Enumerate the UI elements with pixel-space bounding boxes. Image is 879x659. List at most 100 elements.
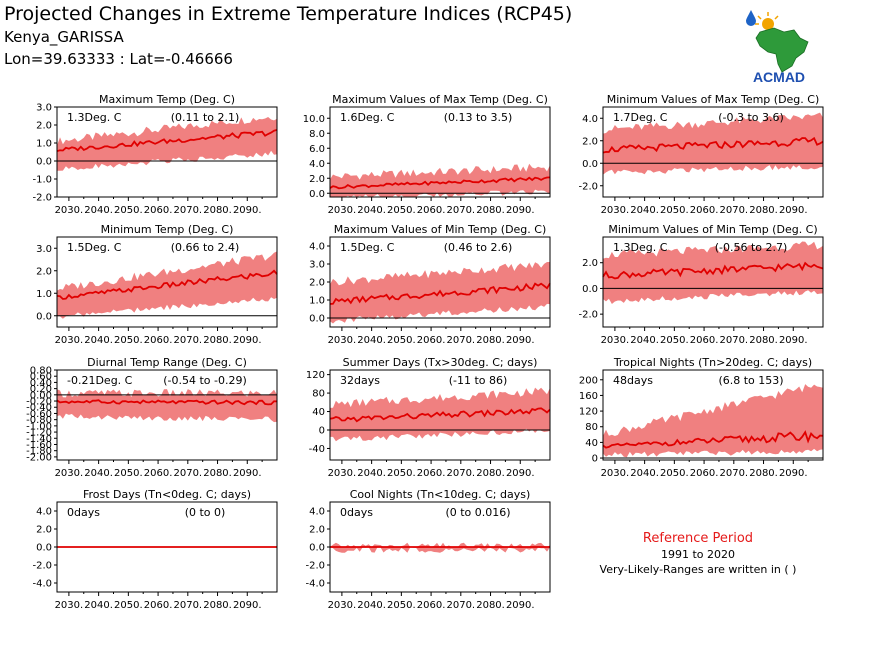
x-tick-label: 2090. — [779, 205, 808, 216]
x-tick-label: 2050. — [114, 600, 143, 611]
x-tick-label: 2030. — [55, 600, 84, 611]
y-tick-label: 8.0 — [309, 129, 325, 140]
y-tick-label: -1.20 — [26, 428, 52, 439]
chart-title: Minimum Temp (Deg. C) — [101, 223, 234, 236]
x-tick-label: 2040. — [630, 335, 659, 346]
x-tick-label: 2090. — [779, 335, 808, 346]
likely-range-label: (0 to 0) — [185, 506, 226, 519]
plot-frame — [56, 236, 278, 328]
y-tick-label: 2.0 — [582, 258, 598, 269]
x-tick-label: 2030. — [328, 600, 357, 611]
x-tick-label: 2080. — [749, 468, 778, 479]
y-tick-label: -1.00 — [26, 421, 52, 432]
median-change-label: 1.5Deg. C — [340, 241, 395, 254]
x-tick-label: 2040. — [630, 205, 659, 216]
y-tick-label: 4.0 — [309, 242, 325, 253]
x-tick-label: 2070. — [173, 600, 202, 611]
x-tick-label: 2050. — [660, 468, 689, 479]
median-line — [329, 176, 551, 190]
x-tick-label: 2090. — [233, 600, 262, 611]
likely-range-label: (0.66 to 2.4) — [171, 241, 240, 254]
sun-icon — [755, 12, 779, 30]
y-tick-label: 2.0 — [309, 525, 325, 536]
x-tick-label: 2030. — [55, 468, 84, 479]
x-tick-label: 2040. — [84, 205, 113, 216]
y-tick-label: 10.0 — [303, 114, 325, 125]
x-tick-label: 2030. — [55, 205, 84, 216]
acmad-logo: ACMAD — [746, 10, 809, 84]
x-tick-label: 2050. — [387, 335, 416, 346]
x-tick-label: 2060. — [417, 468, 446, 479]
y-tick-label: 2.0 — [582, 136, 598, 147]
likely-range-label: (-0.54 to -0.29) — [163, 374, 247, 387]
median-change-label: 1.3Deg. C — [67, 111, 122, 124]
y-tick-label: 2.0 — [36, 525, 52, 536]
y-tick-label: 0.00 — [30, 390, 52, 401]
likely-range-label: (0.13 to 3.5) — [444, 111, 513, 124]
y-tick-label: 2.0 — [36, 266, 52, 277]
plot-frame — [602, 369, 824, 461]
x-tick-label: 2040. — [630, 468, 659, 479]
x-tick-label: 2050. — [387, 205, 416, 216]
likely-range-label: (0.11 to 2.1) — [171, 111, 240, 124]
chart-title: Maximum Values of Min Temp (Deg. C) — [334, 223, 547, 236]
median-change-label: 32days — [340, 374, 380, 387]
y-tick-label: 1.0 — [309, 296, 325, 307]
chart-title: Maximum Temp (Deg. C) — [99, 93, 235, 106]
x-tick-label: 2070. — [719, 335, 748, 346]
y-tick-label: -2.0 — [578, 310, 598, 321]
x-tick-label: 2080. — [476, 600, 505, 611]
chart-panel: 0.0 1.0 2.0 3.0 4.0 2030. 2040. 2050. 2060. 2070.… — [309, 223, 551, 346]
median-line — [602, 136, 824, 154]
y-tick-label: 2.0 — [309, 278, 325, 289]
x-tick-label: 2070. — [446, 335, 475, 346]
x-tick-label: 2060. — [144, 600, 173, 611]
x-tick-label: 2090. — [233, 335, 262, 346]
chart-title: Frost Days (Tn<0deg. C; days) — [83, 488, 251, 501]
y-tick-label: 1.0 — [36, 139, 52, 150]
y-tick-label: -2.0 — [305, 561, 325, 572]
x-tick-label: 2050. — [387, 600, 416, 611]
plot-frame — [329, 106, 551, 198]
median-line — [56, 129, 278, 152]
chart-title: Diurnal Temp Range (Deg. C) — [87, 356, 247, 369]
y-tick-label: 40 — [585, 438, 598, 449]
median-change-label: 0days — [340, 506, 373, 519]
x-tick-label: 2040. — [84, 600, 113, 611]
x-tick-label: 2090. — [506, 468, 535, 479]
y-tick-label: 3.0 — [309, 260, 325, 271]
x-tick-label: 2040. — [84, 468, 113, 479]
likely-range-label: (0 to 0.016) — [445, 506, 510, 519]
y-tick-label: -4.0 — [305, 579, 325, 590]
median-change-label: 48days — [613, 374, 653, 387]
logo-text: ACMAD — [753, 69, 805, 84]
y-tick-label: -2.0 — [578, 181, 598, 192]
median-line — [329, 407, 551, 423]
plot-frame — [329, 369, 551, 461]
x-tick-label: 2030. — [328, 205, 357, 216]
x-tick-label: 2030. — [601, 205, 630, 216]
x-tick-label: 2070. — [173, 468, 202, 479]
reference-period: Reference Period 1991 to 2020 Very-Likel… — [578, 530, 818, 577]
chart-title: Minimum Values of Min Temp (Deg. C) — [608, 223, 817, 236]
y-tick-label: 4.0 — [309, 159, 325, 170]
page-title: Projected Changes in Extreme Temperature… — [4, 3, 573, 25]
x-tick-label: 2090. — [506, 600, 535, 611]
y-tick-label: 0.0 — [36, 157, 52, 168]
x-tick-label: 2090. — [779, 468, 808, 479]
y-tick-label: 0.0 — [309, 543, 325, 554]
y-tick-label: 2.0 — [36, 121, 52, 132]
x-tick-label: 2090. — [233, 468, 262, 479]
x-tick-label: 2060. — [690, 335, 719, 346]
likely-range-band — [57, 251, 277, 319]
y-tick-label: -2.0 — [32, 193, 52, 204]
x-tick-label: 2030. — [328, 335, 357, 346]
x-tick-label: 2070. — [446, 600, 475, 611]
likely-range-label: (6.8 to 153) — [718, 374, 783, 387]
y-tick-label: 0.40 — [30, 378, 52, 389]
x-tick-label: 2070. — [173, 205, 202, 216]
x-tick-label: 2060. — [144, 335, 173, 346]
chart-title: Tropical Nights (Tn>20deg. C; days) — [613, 356, 812, 369]
x-tick-label: 2070. — [446, 205, 475, 216]
